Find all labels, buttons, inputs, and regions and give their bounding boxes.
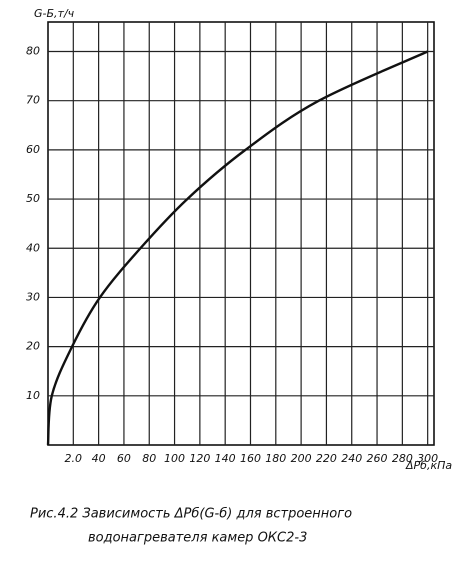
y-tick-label: 20 bbox=[26, 340, 40, 353]
x-tick-label: 100 bbox=[164, 452, 185, 465]
x-tick-label: 2.0 bbox=[65, 452, 83, 465]
y-tick-label: 60 bbox=[26, 143, 40, 156]
x-tick-label: 80 bbox=[142, 452, 156, 465]
y-tick-label: 50 bbox=[26, 192, 40, 205]
x-tick-label: 140 bbox=[215, 452, 236, 465]
y-axis-label: G-Б,т/ч bbox=[34, 7, 75, 20]
x-tick-label: 180 bbox=[265, 452, 286, 465]
x-tick-label: 40 bbox=[92, 452, 106, 465]
x-tick-label: 300 bbox=[417, 452, 438, 465]
x-tick-label: 220 bbox=[316, 452, 337, 465]
y-tick-label: 10 bbox=[26, 389, 40, 402]
x-tick-label: 160 bbox=[240, 452, 261, 465]
x-tick-label: 240 bbox=[341, 452, 362, 465]
x-tick-label: 200 bbox=[291, 452, 312, 465]
plot-frame bbox=[47, 21, 435, 446]
x-tick-label: 60 bbox=[117, 452, 131, 465]
curve bbox=[46, 50, 429, 446]
x-tick-label: 120 bbox=[189, 452, 210, 465]
y-tick-label: 70 bbox=[26, 94, 40, 107]
y-tick-label: 40 bbox=[26, 241, 40, 254]
x-axis-label: ΔPб,кПа bbox=[405, 459, 452, 472]
caption: Рис.4.2 Зависимость ΔPб(G-б) для встроен… bbox=[30, 507, 352, 522]
x-tick-label: 280 bbox=[392, 452, 413, 465]
caption: водонагревателя камер ОКС2-3 bbox=[88, 531, 307, 546]
x-tick-label: 260 bbox=[367, 452, 388, 465]
y-tick-label: 80 bbox=[26, 45, 40, 58]
y-tick-label: 30 bbox=[26, 290, 40, 303]
